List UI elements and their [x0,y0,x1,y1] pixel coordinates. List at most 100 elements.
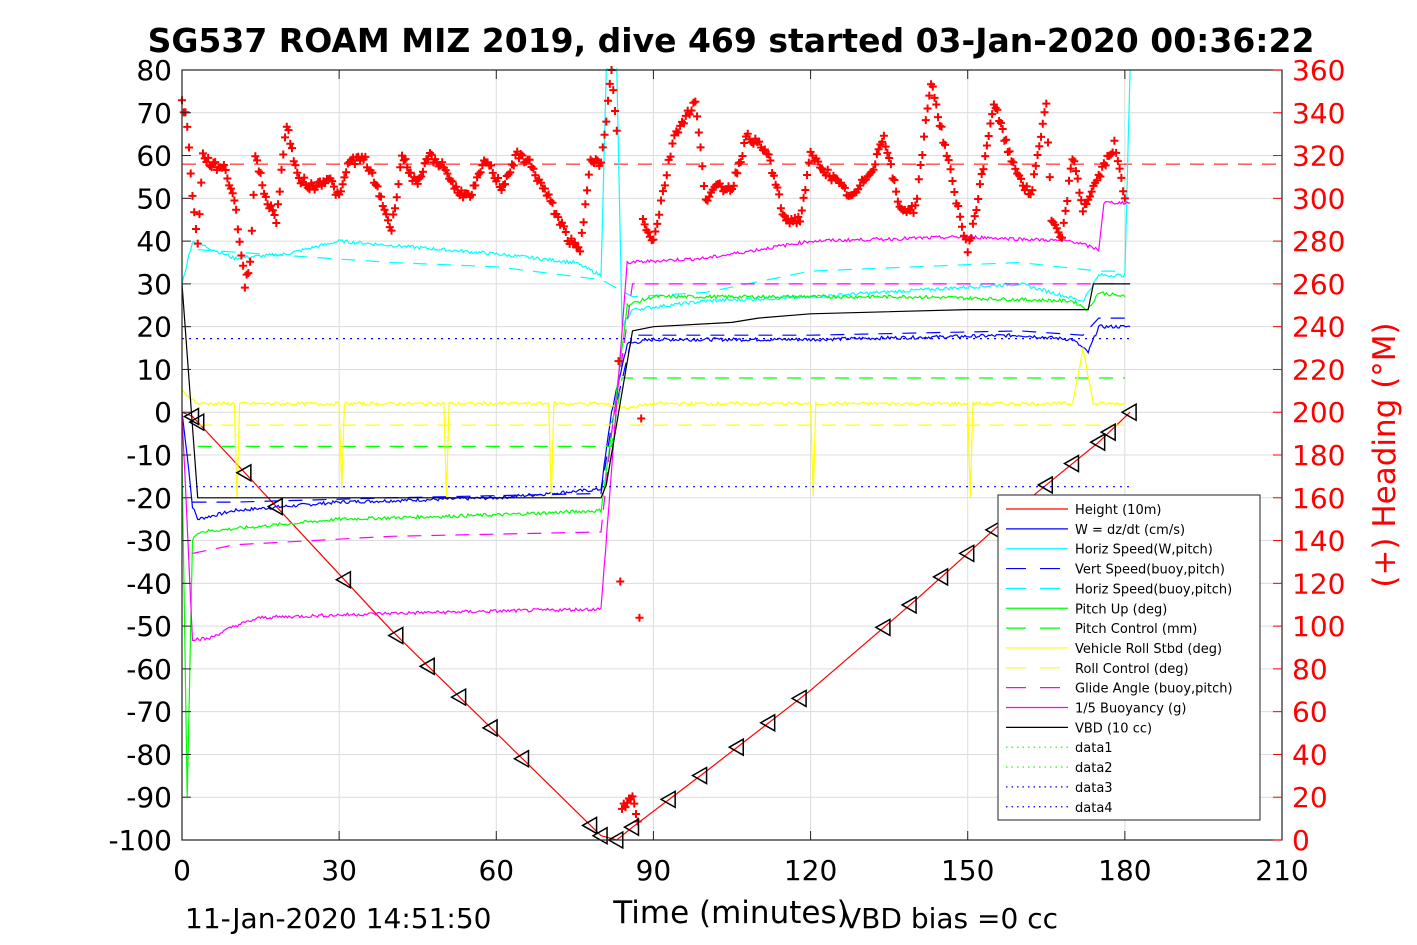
heading-marker [181,108,190,117]
legend-label: Pitch Up (deg) [1075,602,1167,617]
heading-marker [1110,136,1119,145]
y-right-tick-label: 120 [1292,567,1345,600]
heading-marker [803,170,812,179]
legend-label: data3 [1075,781,1113,796]
heading-marker [612,126,621,135]
heading-marker [923,104,932,113]
height-triangle-marker [659,790,676,809]
heading-marker [740,139,749,148]
heading-marker [329,182,338,191]
heading-marker [190,208,199,217]
heading-marker [996,118,1005,127]
y-tick-label: -40 [126,567,172,600]
heading-marker [918,150,927,159]
heading-marker [888,174,897,183]
heading-marker [1115,164,1124,173]
heading-marker [1005,147,1014,156]
heading-marker [893,197,902,206]
heading-marker [796,217,805,226]
heading-marker [653,219,662,228]
heading-marker [207,163,216,172]
y-tick-label: 70 [136,97,172,130]
heading-marker [312,182,321,191]
legend-label: W = dz/dt (cm/s) [1075,523,1185,538]
heading-marker [729,181,738,190]
heading-marker [623,798,632,807]
heading-marker [417,172,426,181]
heading-marker [1040,108,1049,117]
y-tick-label: 80 [136,54,172,87]
legend-label: Vert Speed(buoy,pitch) [1075,563,1225,578]
heading-marker [958,222,966,231]
heading-marker [494,173,503,182]
height-triangle-marker [581,816,598,835]
heading-marker [570,238,579,247]
heading-marker [1119,187,1128,196]
heading-marker [247,226,256,235]
series-vert-speed-buoy-pitch- [192,317,1131,503]
y-right-tick-label: 160 [1292,482,1345,515]
heading-marker [968,219,977,228]
heading-marker [916,160,925,169]
heading-marker [1054,228,1063,237]
height-triangle-marker [1036,475,1054,495]
y-tick-label: 0 [154,396,172,429]
heading-marker [497,185,506,194]
heading-marker [804,158,813,167]
heading-marker [240,283,249,292]
heading-marker [658,187,667,196]
legend-label: data2 [1075,761,1113,776]
heading-marker [1096,172,1105,181]
heading-marker [821,171,830,180]
heading-marker [384,216,393,225]
heading-marker [191,225,200,234]
heading-marker [909,208,918,217]
heading-marker [662,171,671,180]
heading-marker [246,257,255,266]
heading-marker [1009,158,1018,167]
heading-marker [279,150,288,159]
heading-marker [881,142,890,151]
heading-marker [251,152,260,161]
heading-marker [270,210,279,219]
heading-marker [394,180,403,189]
heading-marker [184,143,193,152]
series-vbd-10-cc- [181,283,1131,499]
height-triangle-marker [512,749,530,769]
height-triangle-marker [790,689,807,708]
height-triangle-marker [932,567,949,587]
heading-marker [584,170,593,179]
heading-marker [373,182,382,191]
heading-marker [1026,190,1035,199]
series-horiz-speed-w-pitch- [181,67,1131,327]
heading-marker [548,198,557,207]
heading-marker [256,168,265,177]
heading-marker [242,270,251,279]
heading-marker [1082,199,1091,208]
heading-marker [277,165,286,174]
heading-marker [766,156,775,165]
heading-marker [537,178,546,187]
heading-marker [602,117,611,126]
heading-marker [581,200,590,209]
heading-marker [605,79,614,88]
heading-marker [284,126,293,135]
heading-marker [1073,174,1082,183]
heading-marker [801,186,810,195]
heading-marker [579,218,588,227]
heading-marker [944,156,953,165]
heading-marker [638,215,647,224]
height-triangle-marker [900,595,917,615]
heading-marker [244,269,253,278]
heading-marker [666,152,675,161]
heading-marker [982,141,991,150]
heading-marker [760,145,769,154]
heading-marker [635,613,644,622]
heading-marker [509,161,518,170]
heading-marker [970,212,979,221]
heading-marker [1002,135,1011,144]
heading-marker [389,210,398,219]
heading-marker [1044,138,1053,147]
y-tick-label: 40 [136,225,172,258]
heading-marker [488,168,497,177]
